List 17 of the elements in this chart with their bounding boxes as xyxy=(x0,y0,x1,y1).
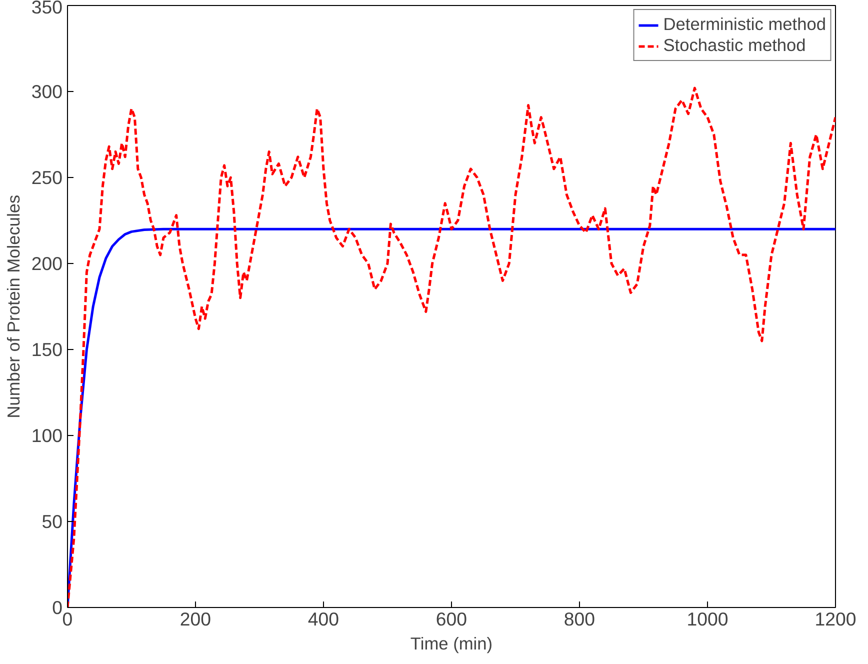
y-tick-label: 100 xyxy=(31,425,63,446)
x-axis-title: Time (min) xyxy=(410,634,493,654)
y-tick-label: 300 xyxy=(31,81,63,102)
y-tick-label: 200 xyxy=(31,253,63,274)
y-axis-title: Number of Protein Molecules xyxy=(3,194,24,418)
y-tick-label: 350 xyxy=(31,0,63,18)
legend-label: Deterministic method xyxy=(663,14,826,35)
x-tick-label: 200 xyxy=(180,608,212,630)
x-tick-label: 1000 xyxy=(686,608,728,630)
x-tick-label: 800 xyxy=(564,608,596,630)
x-tick-label: 400 xyxy=(308,608,340,630)
legend-label: Stochastic method xyxy=(663,35,806,56)
x-tick-label: 1200 xyxy=(814,608,856,630)
y-tick-label: 250 xyxy=(31,167,63,188)
y-tick-label: 50 xyxy=(42,511,63,532)
y-tick-label: 150 xyxy=(31,339,63,360)
x-tick-label: 600 xyxy=(436,608,468,630)
